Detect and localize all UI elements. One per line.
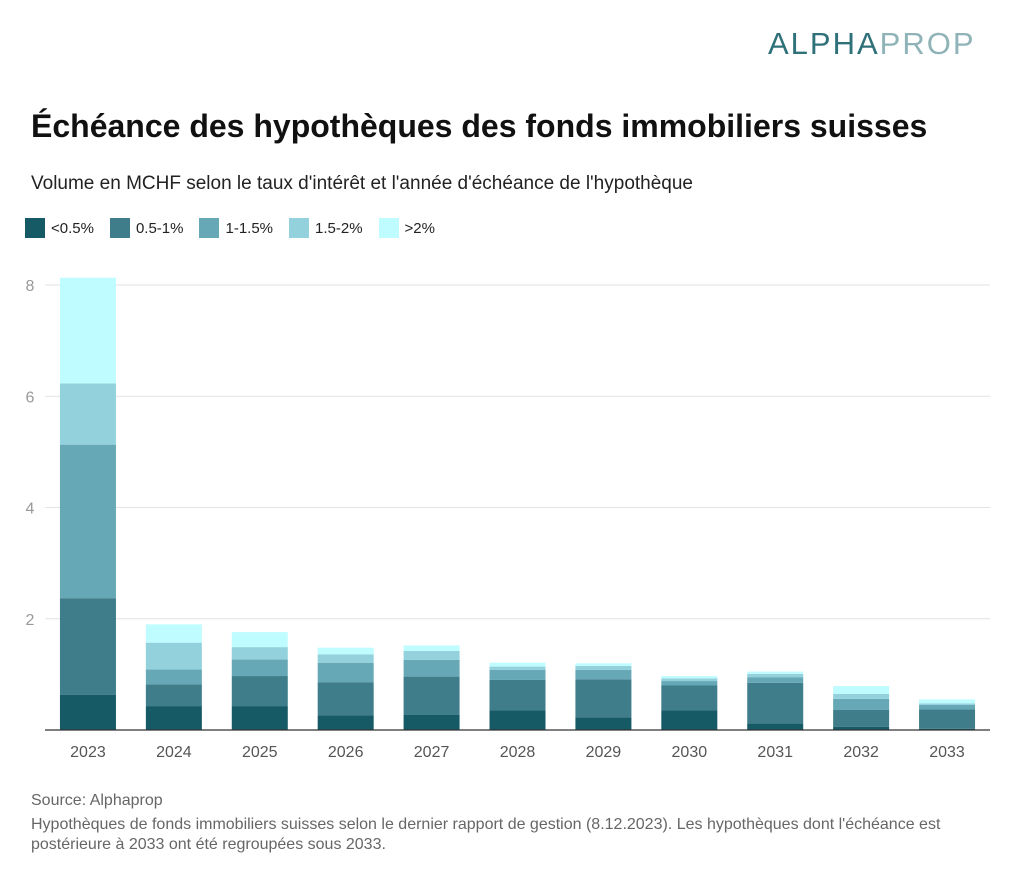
x-tick-label: 2033	[929, 744, 965, 761]
x-tick-label: 2030	[672, 744, 708, 761]
bar-segment	[317, 647, 374, 655]
bar-segment	[919, 699, 976, 704]
bar-segment	[403, 676, 460, 715]
bar-segment	[59, 444, 116, 599]
bar-segment	[575, 669, 632, 680]
bar-segment	[747, 723, 804, 730]
x-tick-label: 2025	[242, 744, 278, 761]
bar-segment	[661, 681, 718, 686]
y-tick-label: 6	[26, 389, 35, 406]
bar-segment	[661, 685, 718, 711]
bar-segment	[747, 671, 804, 674]
bar-segment	[59, 277, 116, 384]
legend-item: >2%	[378, 218, 435, 238]
bar-segment	[317, 715, 374, 730]
bar-segment	[145, 684, 202, 707]
bar-segment	[489, 666, 546, 670]
x-tick-label: 2023	[70, 744, 106, 761]
legend-label: 1-1.5%	[225, 219, 274, 237]
bar-segment	[919, 709, 976, 729]
legend-label: >2%	[404, 219, 435, 237]
source-note: Source: Alphaprop	[31, 792, 163, 809]
bar-segment	[59, 598, 116, 695]
footnote: Hypothèques de fonds immobiliers suisses…	[31, 816, 941, 853]
bar-segment	[145, 706, 202, 730]
legend-swatch	[109, 218, 130, 238]
bar-segment	[833, 698, 890, 710]
chart-title: Échéance des hypothèques des fonds immob…	[31, 108, 928, 144]
legend-swatch	[289, 218, 310, 238]
chart-subtitle: Volume en MCHF selon le taux d'intérêt e…	[31, 173, 693, 194]
logo-part-alpha: ALPHA	[768, 26, 880, 61]
bar-segment	[231, 647, 288, 660]
bar-segment	[403, 714, 460, 730]
bar-segment	[747, 673, 804, 678]
bar-segment	[575, 663, 632, 667]
bar-segment	[747, 682, 804, 724]
bar-segment	[661, 676, 718, 679]
bar-segment	[661, 710, 718, 730]
bar-segment	[833, 693, 890, 699]
bar-segment	[231, 632, 288, 648]
bar-segment	[145, 669, 202, 685]
legend-swatch	[378, 218, 399, 238]
bar-segment	[317, 682, 374, 716]
bar-segment	[575, 679, 632, 718]
legend-swatch	[25, 218, 45, 238]
x-tick-label: 2029	[586, 744, 622, 761]
bar-segment	[231, 706, 288, 730]
legend-item: 0.5-1%	[109, 218, 184, 238]
bar-segment	[919, 703, 976, 705]
bar-segment	[489, 710, 546, 730]
alphaprop-logo: ALPHAPROP	[768, 26, 976, 62]
bar-segment	[489, 662, 546, 667]
bar-segment	[145, 624, 202, 643]
y-tick-label: 8	[26, 278, 35, 295]
bar-segment	[403, 645, 460, 652]
chart-legend: <0.5% 0.5-1% 1-1.5% 1.5-2% >2%	[25, 218, 451, 238]
bar-segment	[489, 669, 546, 680]
bar-segment	[833, 709, 890, 727]
y-tick-label: 4	[26, 501, 35, 518]
y-tick-label: 2	[26, 612, 35, 629]
x-tick-label: 2031	[757, 744, 793, 761]
legend-label: <0.5%	[51, 219, 94, 237]
legend-label: 1.5-2%	[315, 219, 363, 237]
x-tick-label: 2026	[328, 744, 364, 761]
bar-segment	[59, 383, 116, 445]
legend-item: 1-1.5%	[199, 218, 273, 238]
bar-segment	[403, 659, 460, 677]
bar-segment	[231, 676, 288, 707]
bar-segment	[403, 651, 460, 660]
bar-segment	[661, 678, 718, 682]
bar-segment	[833, 726, 890, 730]
x-tick-label: 2027	[414, 744, 450, 761]
bar-segment	[575, 666, 632, 670]
bar-segment	[919, 704, 976, 710]
bar-segment	[489, 679, 546, 711]
bar-segment	[317, 654, 374, 663]
logo-part-prop: PROP	[879, 26, 976, 61]
legend-item: <0.5%	[25, 218, 94, 238]
bar-segment	[145, 642, 202, 670]
x-tick-label: 2024	[156, 744, 192, 761]
stacked-bar-chart: 2 4 6 8 2023 2024 2025 2026 2027 2028 2029 2030 2031…	[26, 277, 990, 761]
bar-segment	[317, 662, 374, 683]
legend-label: 0.5-1%	[135, 219, 184, 237]
bar-segment	[231, 659, 288, 677]
x-tick-label: 2032	[843, 744, 879, 761]
bar-segment	[747, 677, 804, 683]
bar-segment	[59, 694, 116, 730]
bar-segment	[575, 717, 632, 730]
x-tick-label: 2028	[500, 744, 536, 761]
legend-item: 1.5-2%	[289, 218, 363, 238]
legend-swatch	[199, 218, 220, 238]
bar-segment	[833, 686, 890, 694]
